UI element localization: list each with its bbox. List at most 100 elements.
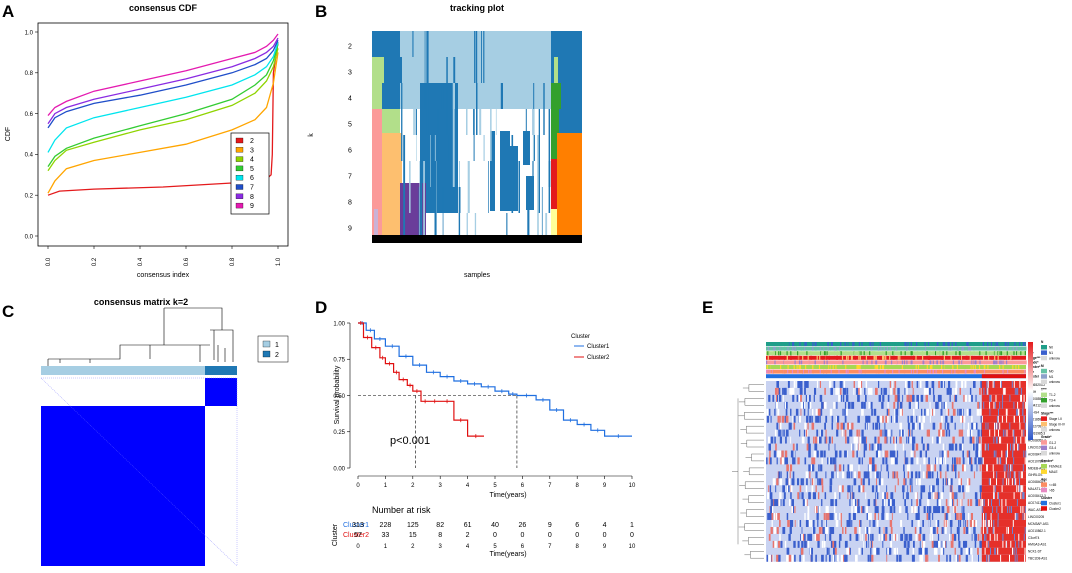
heatmap-cell [1005, 540, 1007, 548]
heatmap-cell [921, 436, 923, 444]
legend-item-label: N1 [1049, 351, 1053, 355]
heatmap-cell [958, 478, 961, 486]
heatmap-cell [989, 533, 991, 541]
cdf-xtick-label: 0.4 [138, 257, 144, 266]
risk-count: 313 [352, 522, 364, 529]
heatmap-cell [964, 381, 967, 388]
heatmap-cell [934, 464, 937, 472]
annotation-cell [900, 351, 902, 356]
annotation-cell [790, 355, 792, 360]
heatmap-cell [991, 506, 993, 514]
heatmap-cell [893, 533, 896, 541]
heatmap-cell [792, 387, 795, 395]
tracking-stripe [527, 187, 530, 235]
heatmap-cell [914, 492, 917, 500]
heatmap-cell [773, 450, 777, 458]
heatmap-cell [887, 471, 889, 479]
heatmap-cell [959, 387, 961, 395]
heatmap-cell [922, 547, 925, 555]
annotation-cell [778, 355, 780, 360]
heatmap-cell [925, 381, 929, 388]
annotation-cell [835, 346, 837, 351]
heatmap-cell [1006, 443, 1008, 451]
legend-swatch [1041, 374, 1047, 379]
annotation-cell [877, 369, 879, 374]
annotation-cell [844, 365, 846, 369]
annotation-cell [991, 355, 993, 360]
heatmap-cell [789, 471, 791, 479]
consensus-diagonal [40, 377, 238, 567]
heatmap-cell [963, 520, 965, 527]
heatmap-cell [1022, 492, 1024, 500]
heatmap-cell [943, 401, 946, 409]
legend-item-label: Cluster2 [1049, 507, 1061, 511]
heatmap-cell [800, 533, 802, 541]
cdf-legend-label: 3 [250, 147, 254, 154]
heatmap-cell [1001, 485, 1003, 493]
heatmap-cell [904, 533, 906, 541]
heatmap-cell [941, 527, 944, 534]
heatmap-cell [844, 450, 847, 458]
heatmap-cell [829, 457, 833, 465]
annotation-cell [984, 369, 986, 374]
survival-ytick-label: 0.50 [333, 394, 345, 400]
heatmap-cell [988, 478, 990, 486]
annotation-cell [914, 346, 916, 351]
annotation-cell [881, 365, 883, 369]
heatmap-cell [825, 520, 827, 527]
heatmap-cell [1016, 408, 1018, 416]
annotation-cell [864, 369, 866, 374]
survival-ytick-label: 0.25 [333, 430, 345, 436]
heatmap-cell [989, 478, 991, 486]
annotation-cell [889, 355, 891, 360]
annotation-cell [953, 360, 955, 365]
heatmap-cell [951, 492, 955, 500]
heatmap-cell [910, 450, 913, 458]
heatmap-cell [768, 443, 771, 451]
annotation-cell [1013, 351, 1015, 356]
heatmap-cell [831, 422, 833, 430]
annotation-cell [791, 369, 794, 374]
annotation-cell [938, 360, 940, 365]
heatmap-cell [955, 471, 957, 479]
heatmap-cell [936, 478, 938, 486]
survival-curve-cluster2 [358, 322, 484, 437]
heatmap-cell [774, 499, 777, 507]
heatmap-cell [887, 394, 890, 402]
legend-swatch [1041, 440, 1047, 445]
heatmap-cell [995, 436, 997, 444]
heatmap-cell [853, 436, 857, 444]
heatmap-cell [893, 506, 896, 514]
heatmap-cell [1002, 429, 1004, 437]
heatmap-cell [775, 443, 777, 451]
annotation-cell [1007, 355, 1009, 360]
annotation-cell [925, 360, 927, 365]
annotation-cell [869, 351, 871, 356]
heatmap-cell [777, 408, 780, 416]
heatmap-cell [955, 554, 958, 562]
heatmap-cell [914, 527, 917, 534]
annotation-cell [850, 351, 852, 356]
heatmap-cell [776, 527, 779, 534]
annotation-cell [911, 360, 913, 365]
heatmap-cell [955, 381, 958, 388]
annotation-cell [797, 355, 799, 360]
annotation-cell [964, 369, 966, 374]
annotation-cell [889, 355, 891, 360]
heatmap-cell [809, 533, 813, 541]
annotation-cell [833, 351, 836, 356]
heatmap-cell [861, 506, 864, 514]
heatmap-cell [870, 547, 872, 555]
heatmap-cell [783, 457, 787, 465]
annotation-cell [922, 360, 924, 365]
heatmap-cell [946, 554, 948, 562]
tracking-stripe [495, 83, 497, 135]
annotation-cell [970, 365, 972, 369]
heatmap-cell [784, 540, 787, 548]
heatmap-cell [829, 554, 831, 562]
annotation-cell [940, 346, 942, 351]
tracking-baseline [372, 235, 582, 243]
annotation-cell [974, 369, 976, 374]
annotation-cell [906, 360, 908, 365]
annotation-cell [799, 365, 801, 369]
